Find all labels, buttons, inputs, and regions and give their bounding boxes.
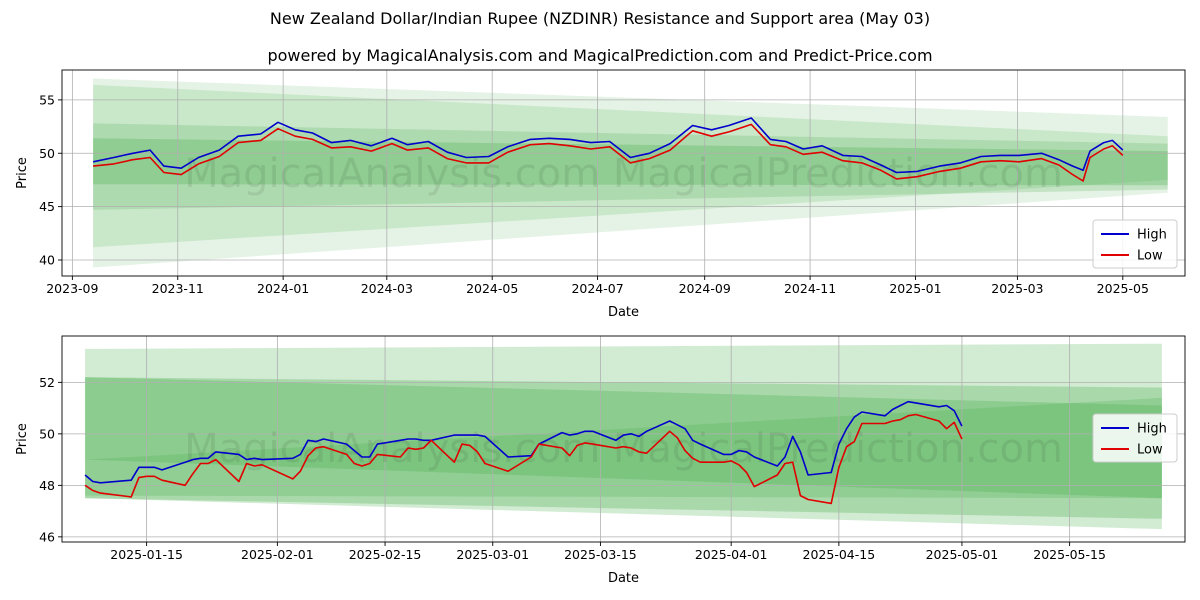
legend: High Low: [1092, 219, 1178, 269]
band-area: [85, 343, 1162, 530]
x-tick-label: 2024-01: [257, 281, 309, 296]
x-tick-label: 2024-05: [466, 281, 518, 296]
chart-panel-overview: MagicalAnalysis.com MagicalPrediction.co…: [15, 69, 1186, 320]
y-axis-ticks: 46 48 50 52: [39, 375, 62, 544]
series-lines: [92, 117, 1124, 182]
band-area: [85, 397, 1162, 499]
x-axis-ticks: 2023-09 2023-11 2024-01 2024-03 2024-05 2024-…: [46, 276, 1149, 296]
y-tick-label: 40: [39, 252, 55, 267]
x-tick-label: 2024-09: [679, 281, 731, 296]
x-tick-label: 2024-11: [784, 281, 836, 296]
x-tick-label: 2025-02-01: [241, 547, 314, 562]
band-area: [93, 123, 1168, 210]
plot-frame: [61, 335, 1186, 543]
x-tick-label: 2025-01-15: [110, 547, 183, 562]
band-area: [85, 377, 1162, 499]
legend: High Low: [1092, 413, 1178, 463]
y-tick-label: 55: [39, 92, 55, 107]
x-tick-label: 2025-05-01: [926, 547, 999, 562]
x-tick-label: 2025-05: [1097, 281, 1149, 296]
x-axis-ticks: 2025-01-15 2025-02-01 2025-02-15 2025-03-01…: [110, 542, 1106, 562]
legend-label-low: Low: [1137, 249, 1163, 264]
legend-label-high: High: [1137, 422, 1167, 437]
y-tick-label: 50: [39, 426, 55, 441]
x-tick-label: 2025-04-01: [695, 547, 768, 562]
x-tick-label: 2023-09: [46, 281, 98, 296]
x-tick-label: 2023-11: [152, 281, 204, 296]
y-tick-label: 52: [39, 375, 55, 390]
y-axis-ticks: 40 45 50 55: [39, 92, 62, 267]
x-tick-label: 2025-01: [889, 281, 941, 296]
y-tick-label: 46: [39, 529, 55, 544]
x-tick-label: 2025-02-15: [349, 547, 422, 562]
band-area: [85, 377, 1162, 519]
band-area: [93, 78, 1168, 268]
x-tick-label: 2025-03: [991, 281, 1043, 296]
legend-label-low: Low: [1137, 443, 1163, 458]
support-resistance-bands: [85, 343, 1162, 530]
series-line-high: [92, 117, 1124, 174]
band-area: [93, 138, 1168, 186]
y-axis-label: Price: [15, 157, 30, 189]
y-tick-label: 45: [39, 199, 55, 214]
x-axis-label: Date: [608, 305, 639, 320]
chart-subtitle: powered by MagicalAnalysis.com and Magic…: [267, 46, 933, 65]
legend-label-high: High: [1137, 228, 1167, 243]
x-tick-label: 2025-04-15: [803, 547, 876, 562]
y-tick-label: 48: [39, 478, 55, 493]
series-line-low: [84, 413, 963, 505]
series-line-low: [93, 123, 1124, 182]
x-tick-label: 2025-05-15: [1033, 547, 1106, 562]
chart-panel-zoom: MagicalAnalysis.com MagicalPrediction.co…: [15, 335, 1186, 586]
x-tick-label: 2024-03: [361, 281, 413, 296]
x-tick-label: 2024-07: [571, 281, 623, 296]
gridlines: [62, 336, 1185, 542]
x-tick-label: 2025-03-15: [564, 547, 637, 562]
x-tick-label: 2025-03-01: [456, 547, 529, 562]
chart-title: New Zealand Dollar/Indian Rupee (NZDINR)…: [269, 9, 931, 28]
x-axis-label: Date: [608, 571, 639, 586]
y-axis-label: Price: [15, 423, 30, 455]
plot-frame: [61, 69, 1186, 277]
watermark-text: MagicalAnalysis.com MagicalPrediction.co…: [184, 151, 1063, 197]
gridlines: [62, 70, 1185, 276]
y-tick-label: 50: [39, 146, 55, 161]
series-lines: [84, 400, 963, 505]
